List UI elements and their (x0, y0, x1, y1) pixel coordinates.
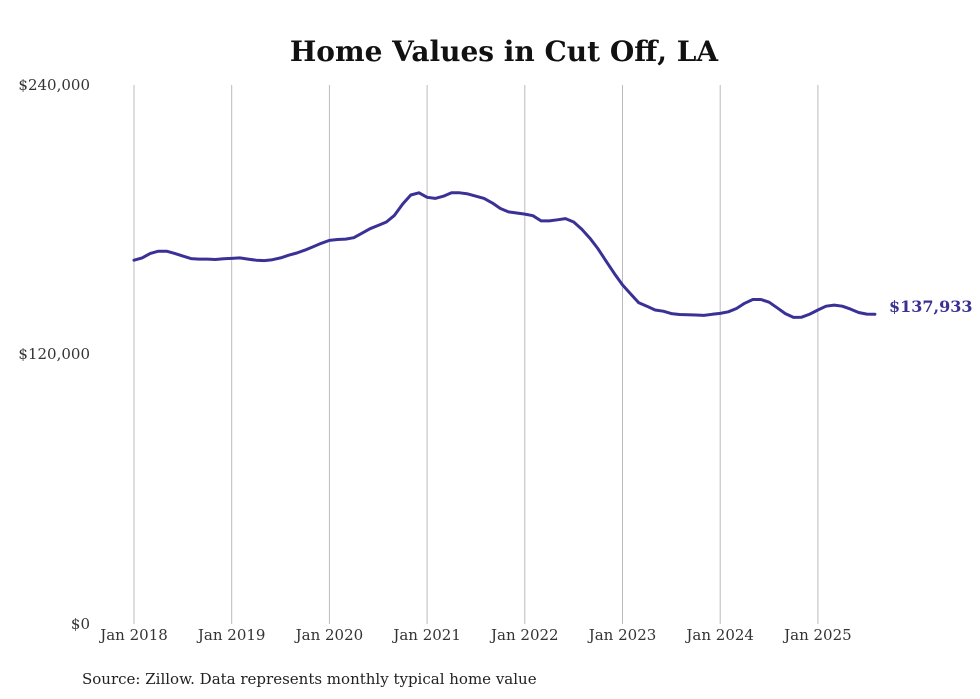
chart-title: Home Values in Cut Off, LA (290, 35, 720, 68)
x-tick-labels: Jan 2018 Jan 2019 Jan 2020 Jan 2021 Jan 2022… (98, 626, 851, 644)
end-value-label: $137,933 (889, 297, 973, 316)
y-tick-label-240000: $240,000 (18, 76, 90, 94)
x-tick-label: Jan 2024 (684, 626, 754, 644)
x-tick-label: Jan 2022 (489, 626, 559, 644)
x-tick-label: Jan 2019 (196, 626, 266, 644)
x-tick-label: Jan 2023 (587, 626, 657, 644)
home-value-line (132, 191, 877, 319)
y-tick-label-120000: $120,000 (18, 345, 90, 363)
x-gridlines (133, 85, 819, 624)
x-tick-label: Jan 2025 (782, 626, 852, 644)
y-tick-label-0: $0 (71, 615, 90, 633)
x-tick-label: Jan 2020 (294, 626, 364, 644)
x-tick-label: Jan 2018 (98, 626, 168, 644)
x-tick-label: Jan 2021 (391, 626, 461, 644)
source-note: Source: Zillow. Data represents monthly … (82, 670, 537, 688)
